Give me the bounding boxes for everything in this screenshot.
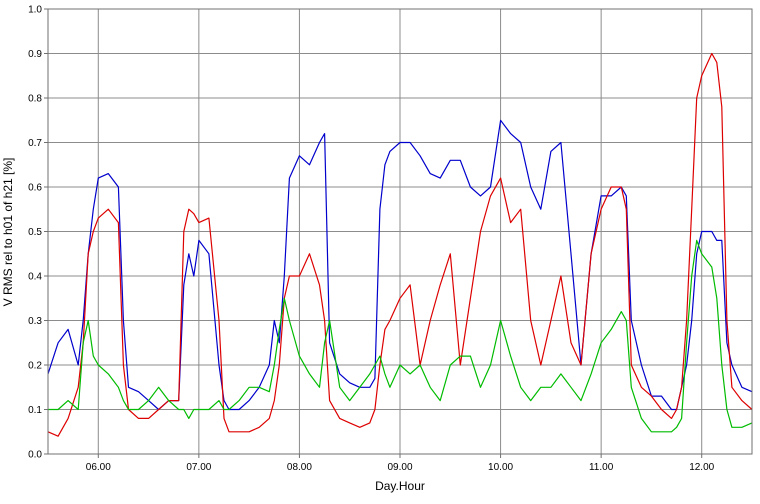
y-tick-label: 0.0 (28, 450, 42, 461)
y-tick-label: 0.9 (28, 49, 42, 60)
x-tick-label: 11.00 (589, 462, 614, 473)
y-tick-label: 0.5 (28, 227, 42, 238)
x-tick-label: 07.00 (186, 462, 211, 473)
x-tick-label: 08.00 (287, 462, 312, 473)
y-tick-label: 0.4 (28, 272, 42, 283)
x-tick-label: 06.00 (86, 462, 111, 473)
y-axis-label: V RMS rel to h01 of h21 [%] (1, 158, 15, 307)
series-line-2 (47, 52, 753, 437)
series-group (47, 52, 753, 437)
y-tick-label: 0.7 (28, 138, 42, 149)
series-line-3 (48, 239, 753, 433)
y-tick-label: 0.8 (28, 94, 42, 105)
y-tick-label: 0.3 (28, 316, 42, 327)
y-tick-label: 0.2 (28, 361, 42, 372)
x-tick-label: 10.00 (488, 462, 513, 473)
y-tick-label: 0.1 (28, 405, 42, 416)
y-tick-label: 1.0 (28, 5, 42, 16)
x-axis-label: Day.Hour (375, 479, 425, 493)
x-axis-ticks: 06.00 07.00 08.00 09.00 10.00 11.00 12.00 (86, 454, 715, 473)
y-tick-label: 0.6 (28, 183, 42, 194)
x-tick-label: 09.00 (387, 462, 412, 473)
y-axis-ticks: 0.0 0.1 0.2 0.3 0.4 0.5 0.6 0.7 0.8 0.9 1.0 (28, 5, 48, 461)
x-tick-label: 12.00 (689, 462, 714, 473)
